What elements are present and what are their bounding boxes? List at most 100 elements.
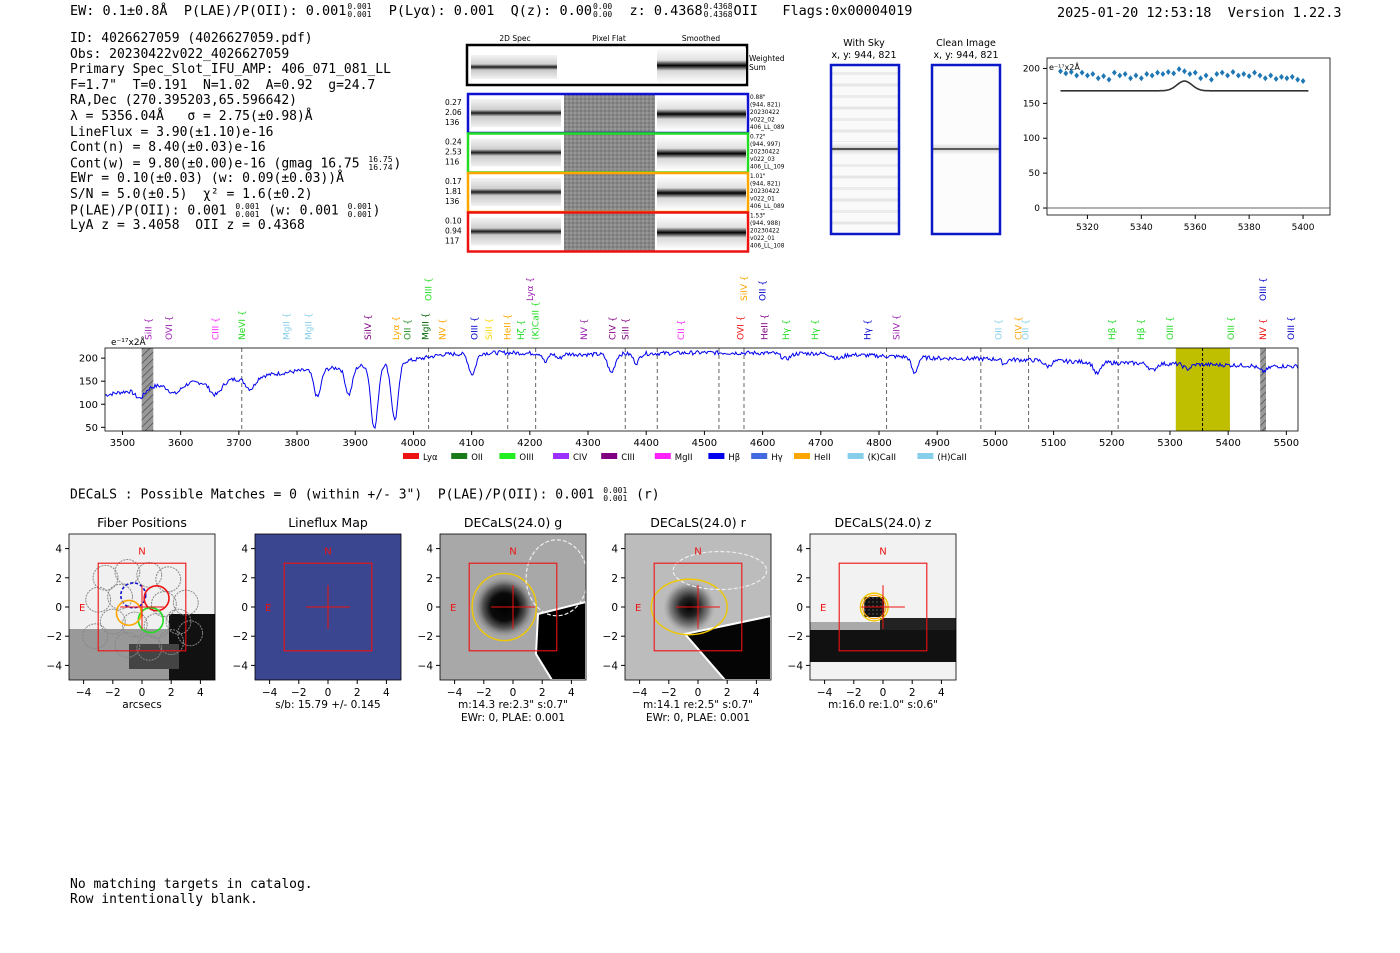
spectrum-legend: Lyα OII OIII CIV CIII MgII Hβ Hγ HeII (K)CaII (H)C…: [403, 453, 967, 463]
zoom-fit-line: [1060, 80, 1309, 92]
header-z-line: OII: [733, 3, 758, 19]
zoom-point: [1241, 71, 1247, 78]
row-smoothed: [657, 176, 746, 210]
spectrum-ytick-label: 50: [85, 423, 98, 434]
decals-xtick-label: −4: [817, 687, 833, 699]
row-detail: (944, 821): [750, 103, 780, 109]
line-marker-label: NV {: [1259, 319, 1269, 340]
weighted-sum-row: Weighted Sum: [465, 43, 785, 87]
zoom-xtick-label: 5400: [1292, 223, 1315, 233]
info-sn: S/N = 5.0(±0.5) χ² = 1.6(±0.2): [70, 186, 313, 202]
zoom-point: [1090, 71, 1096, 78]
spectrum-xtick-label: 3700: [226, 438, 251, 449]
row-frame: [466, 211, 750, 253]
zoom-point: [1262, 75, 1268, 82]
zoom-unit-label: e⁻¹⁷x2Å: [1049, 61, 1080, 72]
col-smoothed: Smoothed: [682, 34, 721, 43]
line-marker-label: OIII {: [425, 277, 435, 301]
zoom-chart: 0 50 100 150 200 5320 5340 5360 5380 5400 e⁻¹⁷x2Å: [1023, 57, 1331, 233]
legend-label: CIII: [621, 453, 634, 463]
cutout-panel: 2D Spec Pixel Flat Smoothed Weighted Sum…: [445, 34, 785, 253]
sky-line: [831, 187, 899, 190]
spectrum-xtick-label: 4900: [924, 438, 949, 449]
info-contw: Cont(w) = 9.80(±0.00)e-16 (gmag 16.75 16…: [70, 154, 402, 172]
legend-label: OII: [471, 453, 483, 463]
info-lambda: λ = 5356.04Å σ = 2.75(±0.98)Å: [70, 108, 313, 124]
line-marker-label: Hβ {: [1137, 319, 1147, 340]
zoom-point: [1122, 71, 1128, 78]
zoom-point: [1289, 73, 1295, 80]
clean-title: Clean Image: [936, 38, 996, 49]
header-qz-range: 0.00 0.00: [592, 2, 613, 19]
decals-ytick-label: 2: [55, 573, 62, 585]
with-sky-xy: x, y: 944, 821: [831, 50, 896, 61]
north-label: N: [509, 546, 516, 557]
zoom-point: [1225, 72, 1230, 79]
sky-line: [831, 210, 899, 213]
line-marker-label: NV {: [580, 319, 590, 340]
legend-swatch: [499, 453, 516, 459]
zoom-point: [1176, 66, 1182, 73]
decals-xtick-label: −4: [447, 687, 463, 699]
row-detail: v022_02: [750, 118, 775, 124]
decals-ytick-label: 4: [611, 544, 618, 556]
line-marker-label: NV {: [439, 319, 449, 340]
decals-panel-title: Fiber Positions: [97, 515, 187, 530]
legend-swatch: [708, 453, 725, 459]
line-marker-label: CIII {: [212, 317, 222, 340]
line-marker-label: OVI {: [736, 316, 746, 340]
east-label: E: [635, 603, 641, 614]
zoom-point: [1165, 68, 1171, 75]
footer-line1: No matching targets in catalog.: [70, 877, 313, 892]
line-marker-label: OII {: [759, 280, 769, 301]
sky-line: [831, 72, 899, 75]
zoom-point: [1230, 68, 1236, 75]
zoom-point: [1284, 75, 1290, 82]
zoom-point: [1252, 69, 1257, 76]
legend-swatch: [847, 453, 864, 459]
row-pixel-flat: [564, 95, 655, 132]
decals-xtick-label: 0: [325, 687, 332, 699]
info-lineflux: LineFlux = 3.90(±1.10)e-16: [70, 124, 274, 140]
spectrum-frame: [104, 347, 1299, 432]
zoom-point: [1155, 69, 1160, 76]
line-marker-label: Hβ {: [1108, 319, 1118, 340]
search-box: [97, 562, 187, 652]
decals-ytick-label: 0: [241, 602, 248, 614]
decals-caption: m:14.1 re:2.5" s:0.7": [643, 699, 753, 711]
decals-panel-title: DECaLS(24.0) z: [835, 515, 932, 530]
line-marker-label: CII {: [677, 320, 687, 340]
info-lyaz: LyA z = 3.4058 OII z = 0.4368: [70, 218, 305, 234]
spectrum-grey-band: [141, 348, 154, 431]
line-marker-label: CIV {: [1015, 316, 1025, 340]
row-value-3: 117: [445, 237, 460, 246]
decals-xtick-label: 4: [197, 687, 204, 699]
spectrum-xtick-label: 4400: [633, 438, 658, 449]
line-marker-label: MgII {: [283, 313, 293, 340]
decals-xtick-label: 2: [168, 687, 175, 699]
north-label: N: [694, 546, 701, 557]
clean-image: [930, 63, 1002, 236]
line-marker-label: Hζ {: [517, 320, 527, 340]
line-marker-label: NeVI {: [238, 310, 248, 340]
line-marker-label: OII {: [404, 319, 414, 340]
spectrum-xtick-label: 3800: [284, 438, 309, 449]
zoom-point: [1246, 73, 1252, 80]
legend-label: Lyα: [423, 453, 438, 463]
spectrum-line: [104, 349, 1299, 430]
spectrum-grey-band: [1260, 348, 1266, 431]
line-marker-label: OIII {: [1227, 316, 1237, 340]
info-radec: RA,Dec (270.395203,65.596642): [70, 93, 297, 109]
row-value-2: 2.06: [445, 108, 462, 117]
decals-xtick-label: 4: [938, 687, 945, 699]
decals-xtick-label: −2: [476, 687, 491, 699]
zoom-point: [1171, 70, 1177, 77]
spectrum-xtick-label: 5400: [1215, 438, 1240, 449]
legend-swatch: [601, 453, 618, 459]
row-detail: 20230422: [750, 189, 780, 195]
